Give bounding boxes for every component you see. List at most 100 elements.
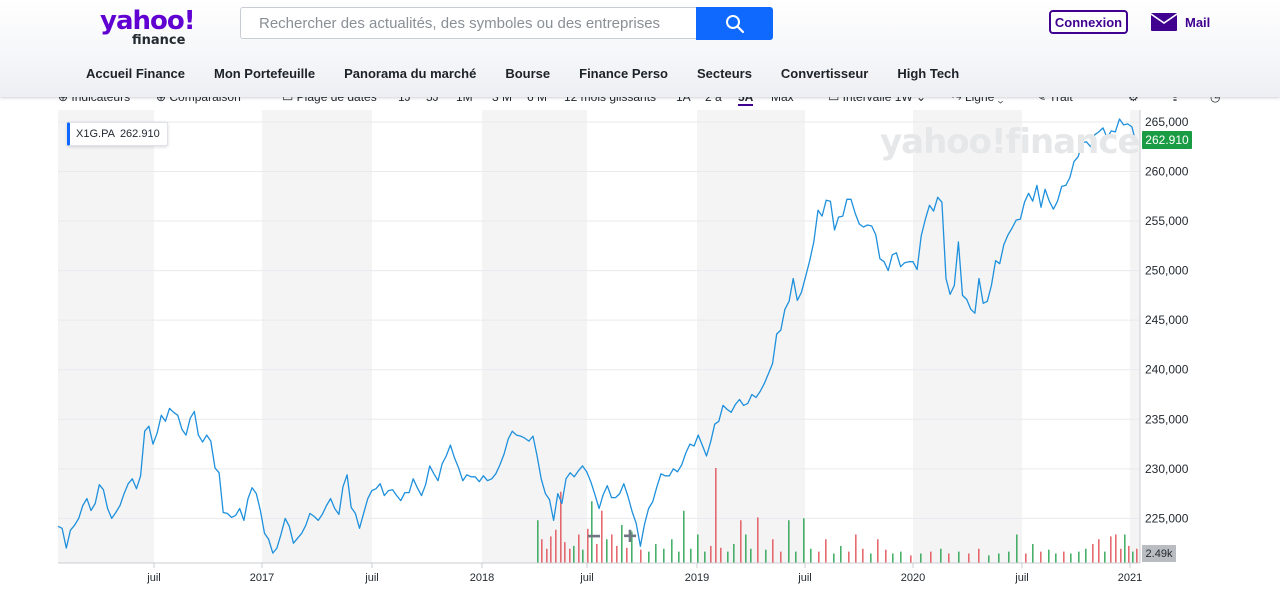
volume-bar: [978, 548, 980, 563]
volume-bar: [578, 534, 580, 563]
volume-bar: [573, 545, 575, 563]
volume-bar: [1085, 548, 1087, 563]
volume-bar: [587, 528, 589, 563]
y-tick-label: 250,000: [1145, 264, 1189, 278]
volume-bar: [940, 548, 942, 563]
volume-bar: [537, 520, 539, 563]
volume-bar: [1032, 544, 1034, 563]
volume-bars: [537, 468, 1138, 563]
login-button[interactable]: Connexion: [1049, 10, 1128, 34]
volume-bar: [697, 534, 699, 563]
volume-bar: [671, 539, 673, 563]
volume-bar: [1092, 544, 1094, 563]
share-icon[interactable]: ⇪: [1170, 90, 1181, 104]
volume-bar: [710, 545, 712, 563]
nav-portfolio[interactable]: Mon Portefeuille: [213, 66, 316, 81]
volume-bar: [1110, 536, 1112, 563]
search-icon: [725, 14, 744, 33]
volume-bar: [1104, 551, 1106, 563]
volume-bar: [733, 544, 735, 563]
volume-bar: [560, 491, 562, 563]
volume-bar: [640, 549, 642, 563]
price-line: [57, 118, 1137, 554]
volume-bar: [788, 520, 790, 563]
x-tick-label: juil: [364, 572, 378, 584]
volume-bar: [1115, 534, 1117, 563]
volume-bar: [601, 510, 603, 563]
zoom-in-button[interactable]: +: [622, 523, 637, 550]
fullscreen-icon[interactable]: ◷: [1210, 90, 1221, 104]
x-tick-label: juil: [146, 572, 160, 584]
zoom-out-button[interactable]: −: [586, 523, 601, 550]
mail-link[interactable]: Mail: [1151, 11, 1210, 33]
x-tick-label: 2021: [1118, 572, 1142, 584]
site-header: yahoo! finance Connexion Mail Accueil Fi…: [0, 0, 1280, 97]
volume-bar: [1025, 553, 1027, 563]
settings-icon[interactable]: ⚙: [1128, 90, 1139, 104]
volume-bar: [892, 553, 894, 563]
nav-stocks[interactable]: Bourse: [505, 66, 551, 81]
volume-bar: [877, 539, 879, 563]
volume-bar: [1070, 553, 1072, 563]
volume-bar: [780, 551, 782, 563]
last-price-badge: 262.910: [1142, 131, 1192, 149]
y-tick-label: 240,000: [1145, 363, 1189, 377]
volume-bar: [655, 544, 657, 563]
volume-bar: [1040, 551, 1042, 563]
volume-bar: [1016, 534, 1018, 563]
volume-bar: [833, 553, 835, 563]
period-bands: [58, 110, 1140, 563]
y-tick-label: 265,000: [1145, 115, 1189, 129]
nav-market-overview[interactable]: Panorama du marché: [344, 66, 477, 81]
mail-icon: [1151, 13, 1177, 31]
volume-bar: [810, 548, 812, 563]
volume-bar: [1008, 551, 1010, 563]
volume-bar: [757, 517, 759, 563]
volume-bar: [998, 553, 1000, 563]
volume-bar: [720, 547, 722, 563]
x-tick-label: 2018: [470, 572, 494, 584]
volume-bar: [958, 551, 960, 563]
nav-personal-finance[interactable]: Finance Perso: [579, 66, 668, 81]
y-axis: 265,000 260,000 255,000 250,000 245,000 240,0…: [58, 110, 1189, 564]
x-tick-label: 2017: [250, 572, 274, 584]
price-series: [57, 118, 1139, 554]
volume-bar: [541, 539, 543, 563]
x-axis: juil 2017 juil 2018 juil 2019 juil 2020 juil 2021: [146, 563, 1142, 584]
volume-bar: [1128, 545, 1130, 563]
volume-bar: [910, 555, 912, 563]
y-tick-label: 245,000: [1145, 313, 1189, 327]
y-tick-label: 230,000: [1145, 462, 1189, 476]
nav-tech[interactable]: High Tech: [897, 66, 960, 81]
volume-bar: [795, 551, 797, 563]
x-tick-label: 2020: [901, 572, 925, 584]
volume-bar: [765, 549, 767, 563]
search-input[interactable]: [240, 7, 696, 39]
volume-bar: [885, 549, 887, 563]
volume-bar: [825, 539, 827, 563]
period-band: [913, 110, 1022, 563]
y-tick-label: 255,000: [1145, 214, 1189, 228]
period-band: [697, 110, 805, 563]
y-tick-label: 260,000: [1145, 165, 1189, 179]
volume-bar: [848, 551, 850, 563]
nav-converter[interactable]: Convertisseur: [780, 66, 869, 81]
volume-bar: [968, 553, 970, 563]
volume-bar: [1055, 553, 1057, 563]
nav-sectors[interactable]: Secteurs: [697, 66, 752, 81]
volume-bar: [727, 551, 729, 563]
volume-bar: [1048, 549, 1050, 563]
volume-bar: [1098, 539, 1100, 563]
watermark: yahoo!finance: [880, 122, 1141, 162]
volume-bar: [663, 548, 665, 563]
y-tick-label: 235,000: [1145, 412, 1189, 426]
yahoo-finance-logo[interactable]: yahoo! finance: [100, 6, 196, 48]
volume-bar: [1078, 551, 1080, 563]
ticker-label[interactable]: X1G.PA 262.910: [67, 122, 168, 146]
volume-bar: [900, 551, 902, 563]
nav-home[interactable]: Accueil Finance: [86, 66, 185, 81]
volume-bar: [678, 551, 680, 563]
volume-bar: [616, 545, 618, 563]
search-button[interactable]: [696, 7, 773, 40]
